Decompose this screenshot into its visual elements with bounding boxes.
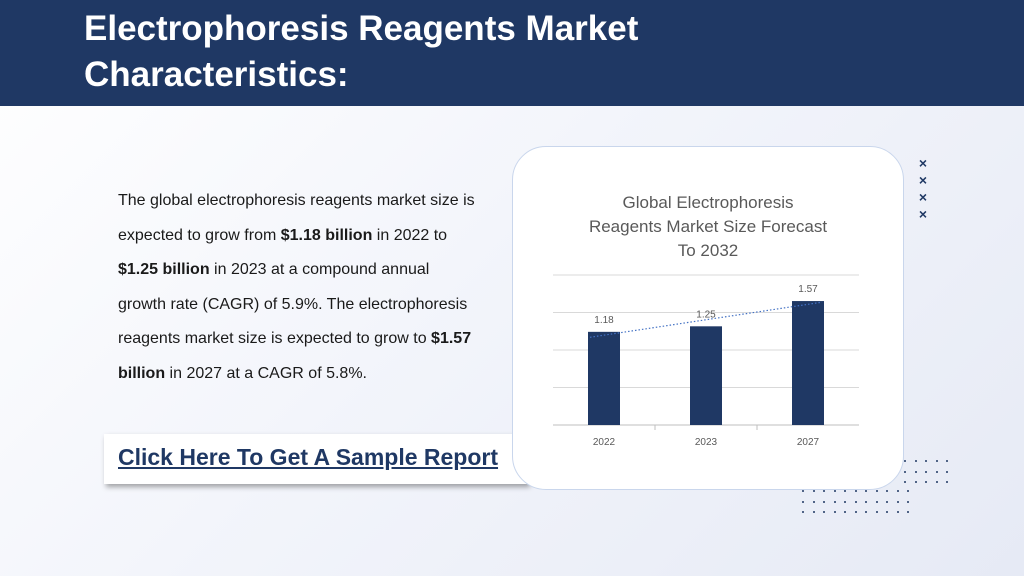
chart-title: Global Electrophoresis Reagents Market S…	[513, 191, 903, 263]
x-mark-icon: ×	[918, 172, 928, 188]
chart-title-line-2: Reagents Market Size Forecast	[588, 217, 828, 236]
dot	[946, 460, 948, 462]
desc-text-1: The global electrophoresis reagents mark…	[118, 192, 475, 244]
dot	[823, 500, 825, 503]
dot	[904, 460, 906, 462]
dot	[875, 500, 878, 503]
dot	[802, 490, 804, 492]
market-description: The global electrophoresis reagents mark…	[118, 184, 478, 391]
dot	[833, 500, 836, 503]
chart-title-line-1: Global Electrophoresis	[622, 193, 794, 212]
x-marks-decoration: × × × ×	[916, 155, 930, 223]
dot	[925, 481, 927, 483]
desc-text-4: in 2027 at a CAGR of 5.8%.	[165, 364, 367, 382]
bar-2022	[588, 331, 620, 425]
dot	[854, 500, 857, 503]
dot	[914, 460, 917, 462]
dot	[925, 470, 927, 473]
dot	[833, 511, 836, 513]
dot	[904, 470, 906, 473]
dot	[865, 490, 867, 492]
dot	[907, 500, 909, 503]
dot	[904, 481, 906, 483]
trendline	[589, 301, 823, 338]
dot	[833, 490, 836, 492]
desc-value-2022: $1.18 billion	[280, 226, 373, 244]
sample-report-box: Click Here To Get A Sample Report	[104, 434, 528, 484]
dot	[907, 490, 909, 492]
dot	[823, 490, 825, 492]
dot	[896, 511, 899, 513]
desc-text-2: in 2022 to	[372, 226, 448, 244]
dot	[946, 470, 948, 473]
dot	[812, 500, 815, 503]
dot	[914, 481, 917, 483]
dot	[886, 511, 888, 513]
dot	[812, 511, 815, 513]
dot	[854, 490, 857, 492]
desc-value-2027: $1.57 billion	[118, 330, 472, 382]
dot	[886, 500, 888, 503]
dot	[802, 500, 804, 503]
x-mark-icon: ×	[918, 189, 928, 205]
page-title-line-1: Electrophoresis Reagents Market	[84, 9, 639, 48]
dot	[844, 511, 846, 513]
dot	[844, 490, 846, 492]
dot	[865, 511, 867, 513]
dot	[935, 481, 938, 483]
x-mark-icon: ×	[918, 155, 928, 171]
x-tick-label-2027: 2027	[797, 437, 820, 448]
x-tick-label-2022: 2022	[593, 437, 616, 448]
dot	[886, 490, 888, 492]
dot	[896, 490, 899, 492]
dot	[935, 470, 938, 473]
bar-2027	[792, 301, 824, 425]
chart-title-line-3: To 2032	[677, 241, 739, 260]
x-tick-label-2023: 2023	[695, 437, 718, 448]
data-label-2023: 1.25	[696, 309, 716, 320]
dot	[896, 500, 899, 503]
sample-report-link[interactable]: Click Here To Get A Sample Report	[118, 444, 499, 470]
page-title: Electrophoresis Reagents Market Characte…	[84, 6, 784, 98]
dot	[875, 511, 878, 513]
dot	[907, 511, 909, 513]
x-mark-icon: ×	[918, 206, 928, 222]
data-label-2027: 1.57	[798, 284, 818, 295]
chart-card: Global Electrophoresis Reagents Market S…	[512, 146, 904, 490]
dot	[865, 500, 867, 503]
desc-text-3: in 2023 at a compound annual growth rate…	[118, 261, 468, 347]
dot	[925, 460, 927, 462]
dot	[946, 481, 948, 483]
page-title-line-2: Characteristics:	[84, 55, 349, 94]
dot	[802, 511, 804, 513]
bar-2023	[690, 326, 722, 425]
bar-chart: 1.18 2022 1.25 2023 1.57 2027	[553, 274, 859, 448]
dot	[812, 490, 815, 492]
dot	[844, 500, 846, 503]
dot	[875, 490, 878, 492]
dot	[854, 511, 857, 513]
dot	[935, 460, 938, 462]
dot	[823, 511, 825, 513]
data-label-2022: 1.18	[594, 315, 614, 326]
desc-value-2023: $1.25 billion	[118, 261, 210, 278]
header-banner: Electrophoresis Reagents Market Characte…	[0, 0, 1024, 106]
dot	[914, 470, 917, 473]
